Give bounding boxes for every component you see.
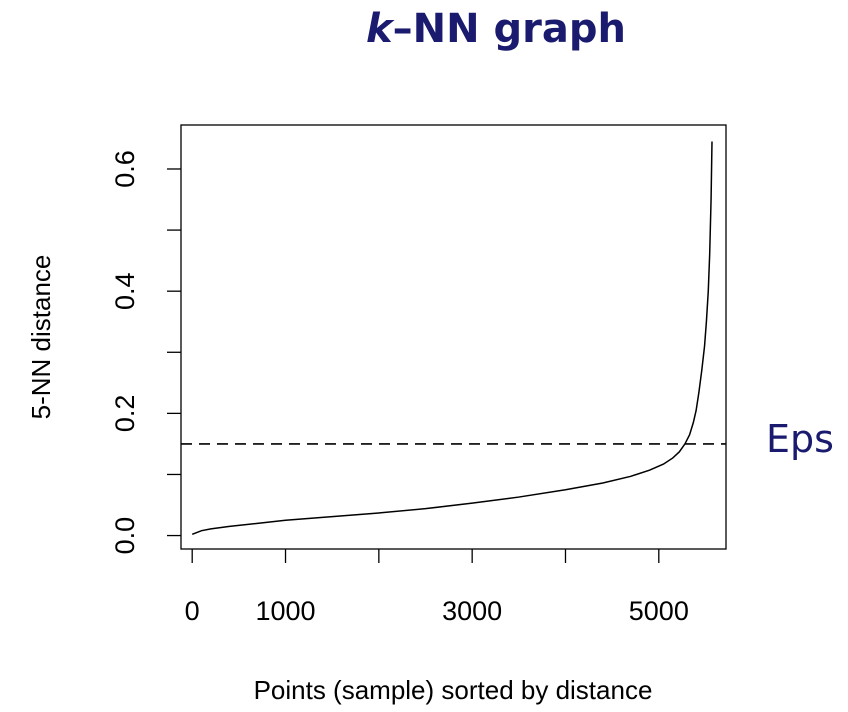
y-tick-label: 0.0 xyxy=(110,517,140,555)
y-tick-label: 0.6 xyxy=(110,150,140,188)
y-axis-label: 5-NN distance xyxy=(26,255,56,420)
y-axis: 0.0 0.2 0.4 0.6 xyxy=(110,150,181,554)
chart-title-k: k xyxy=(366,6,395,52)
x-tick-label: 3000 xyxy=(442,596,502,626)
series-line xyxy=(191,141,713,536)
y-tick-label: 0.4 xyxy=(110,272,140,310)
x-tick-label: 1000 xyxy=(255,596,315,626)
x-axis: 0 1000 3000 5000 xyxy=(185,549,689,626)
plot-box xyxy=(180,124,727,550)
chart-title: k–NN graph xyxy=(366,6,626,52)
y-tick-label: 0.2 xyxy=(110,395,140,433)
chart-title-rest: –NN graph xyxy=(393,6,626,52)
x-tick-label: 0 xyxy=(185,596,200,626)
x-tick-label: 5000 xyxy=(629,596,689,626)
eps-label: Eps xyxy=(766,417,834,461)
x-axis-label: Points (sample) sorted by distance xyxy=(254,675,653,705)
